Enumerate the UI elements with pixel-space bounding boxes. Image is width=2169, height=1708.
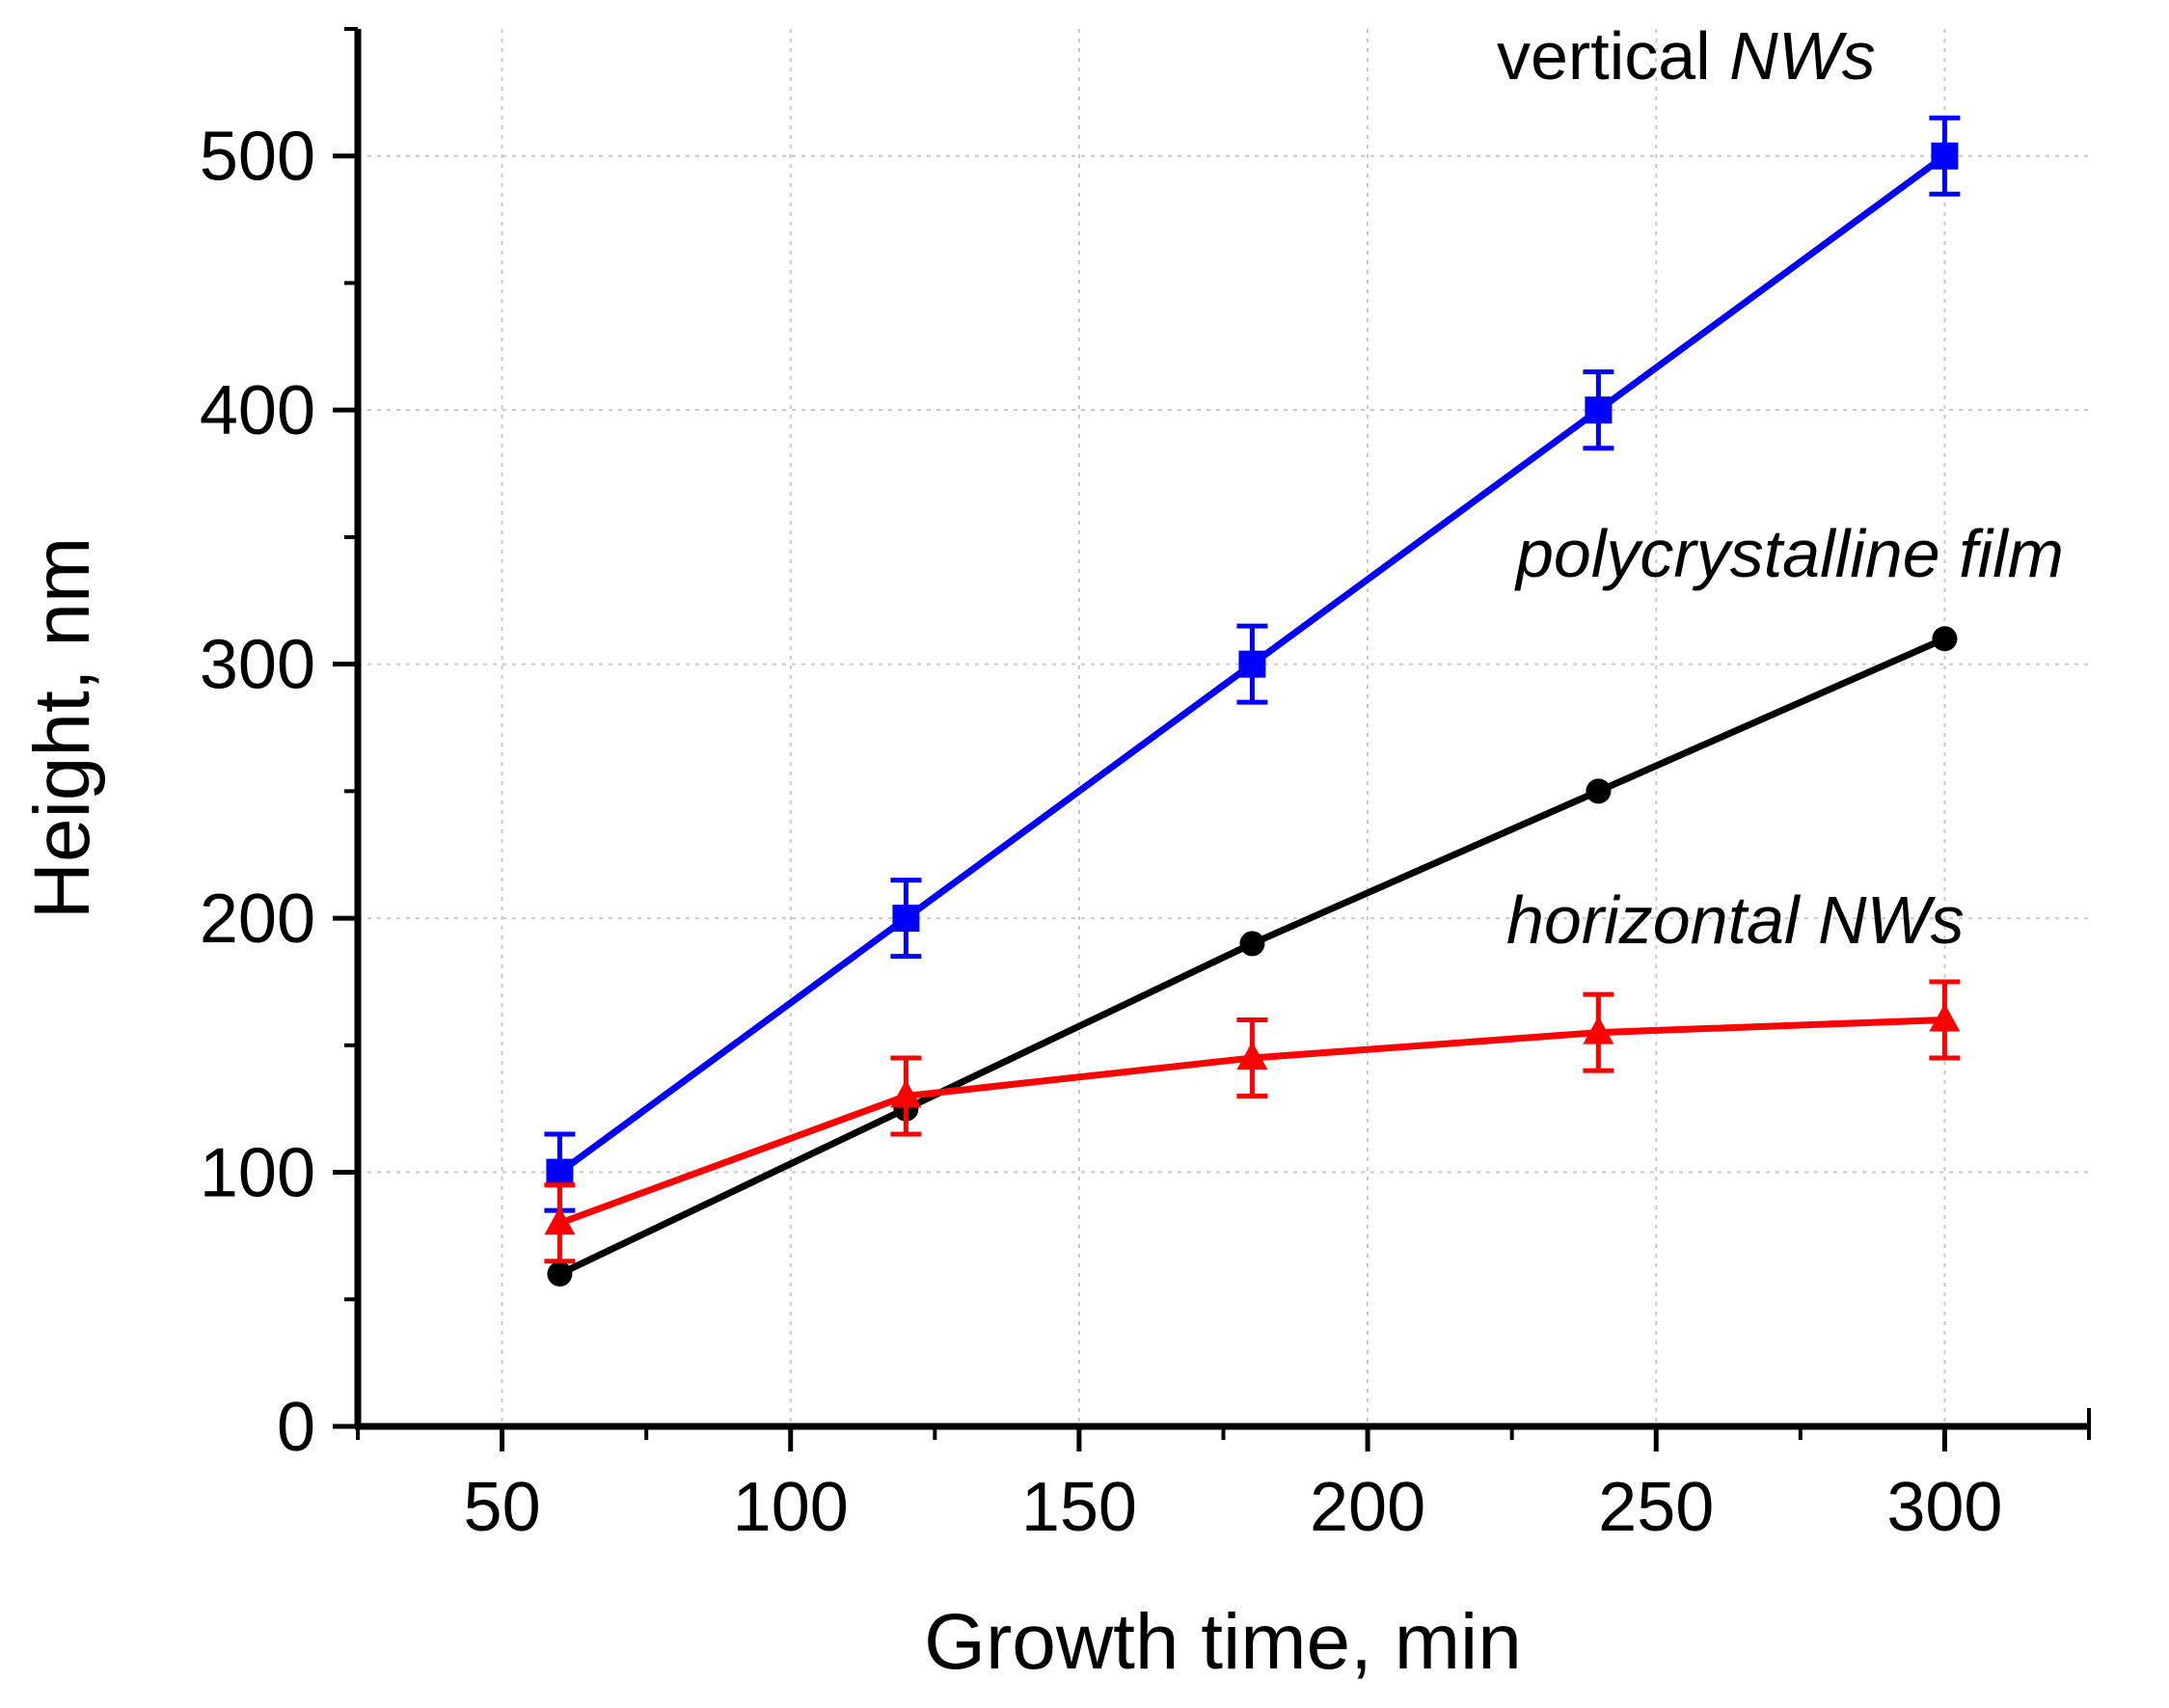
y-tick-label-5: 500 [200,119,315,196]
point-polycrystalline-film-0 [547,1261,573,1287]
x-tick-label-2: 150 [1021,1469,1137,1546]
annotation-horizontal-nws-emph: horizontal NWs [1506,882,1965,958]
point-horizontal-nws-2 [1236,1041,1268,1070]
series [544,115,1961,1287]
ticks [333,27,2091,1451]
annotation-polycrystalline-film-emph: polycrystalline film [1514,516,2064,591]
annotation-vertical-nws-emph: NWs [1729,18,1876,94]
annotation-polycrystalline-film: polycrystalline film [1514,516,2064,591]
x-tick-label-4: 250 [1598,1469,1714,1546]
point-horizontal-nws-4 [1929,1003,1961,1032]
point-vertical-nws-3 [1585,396,1613,424]
point-horizontal-nws-3 [1583,1016,1614,1044]
point-polycrystalline-film-2 [1239,931,1265,957]
y-tick-label-4: 400 [200,372,315,449]
y-tick-labels: 0 100 200 300 400 500 [200,119,315,1466]
point-vertical-nws-4 [1931,142,1959,170]
x-tick-label-1: 100 [733,1469,849,1546]
point-vertical-nws-0 [546,1158,574,1186]
series-horizontal-nws [544,979,1961,1264]
annotation-horizontal-nws: horizontal NWs [1506,882,1965,958]
annotation-vertical-nws: vertical NWs [1497,18,1876,94]
y-axis-title: Height, nm [18,537,106,920]
x-tick-label-0: 50 [464,1469,541,1546]
point-horizontal-nws-0 [544,1206,576,1235]
y-tick-label-2: 200 [200,881,315,958]
x-tick-label-3: 200 [1310,1469,1425,1546]
point-polycrystalline-film-4 [1932,626,1958,652]
y-tick-label-1: 100 [200,1135,315,1212]
x-axis-title: Growth time, min [924,1598,1522,1686]
grid [358,29,2089,1426]
x-tick-label-5: 300 [1886,1469,2002,1546]
y-tick-label-0: 0 [277,1389,315,1466]
y-tick-label-3: 300 [200,627,315,704]
x-tick-labels: 50 100 150 200 250 300 [464,1469,2003,1546]
annotation-vertical-nws-prefix: vertical [1497,18,1729,94]
point-polycrystalline-film-3 [1586,778,1612,804]
point-vertical-nws-1 [892,905,920,933]
point-vertical-nws-2 [1238,650,1266,678]
point-horizontal-nws-1 [890,1079,922,1108]
series-vertical-nws [544,115,1961,1213]
